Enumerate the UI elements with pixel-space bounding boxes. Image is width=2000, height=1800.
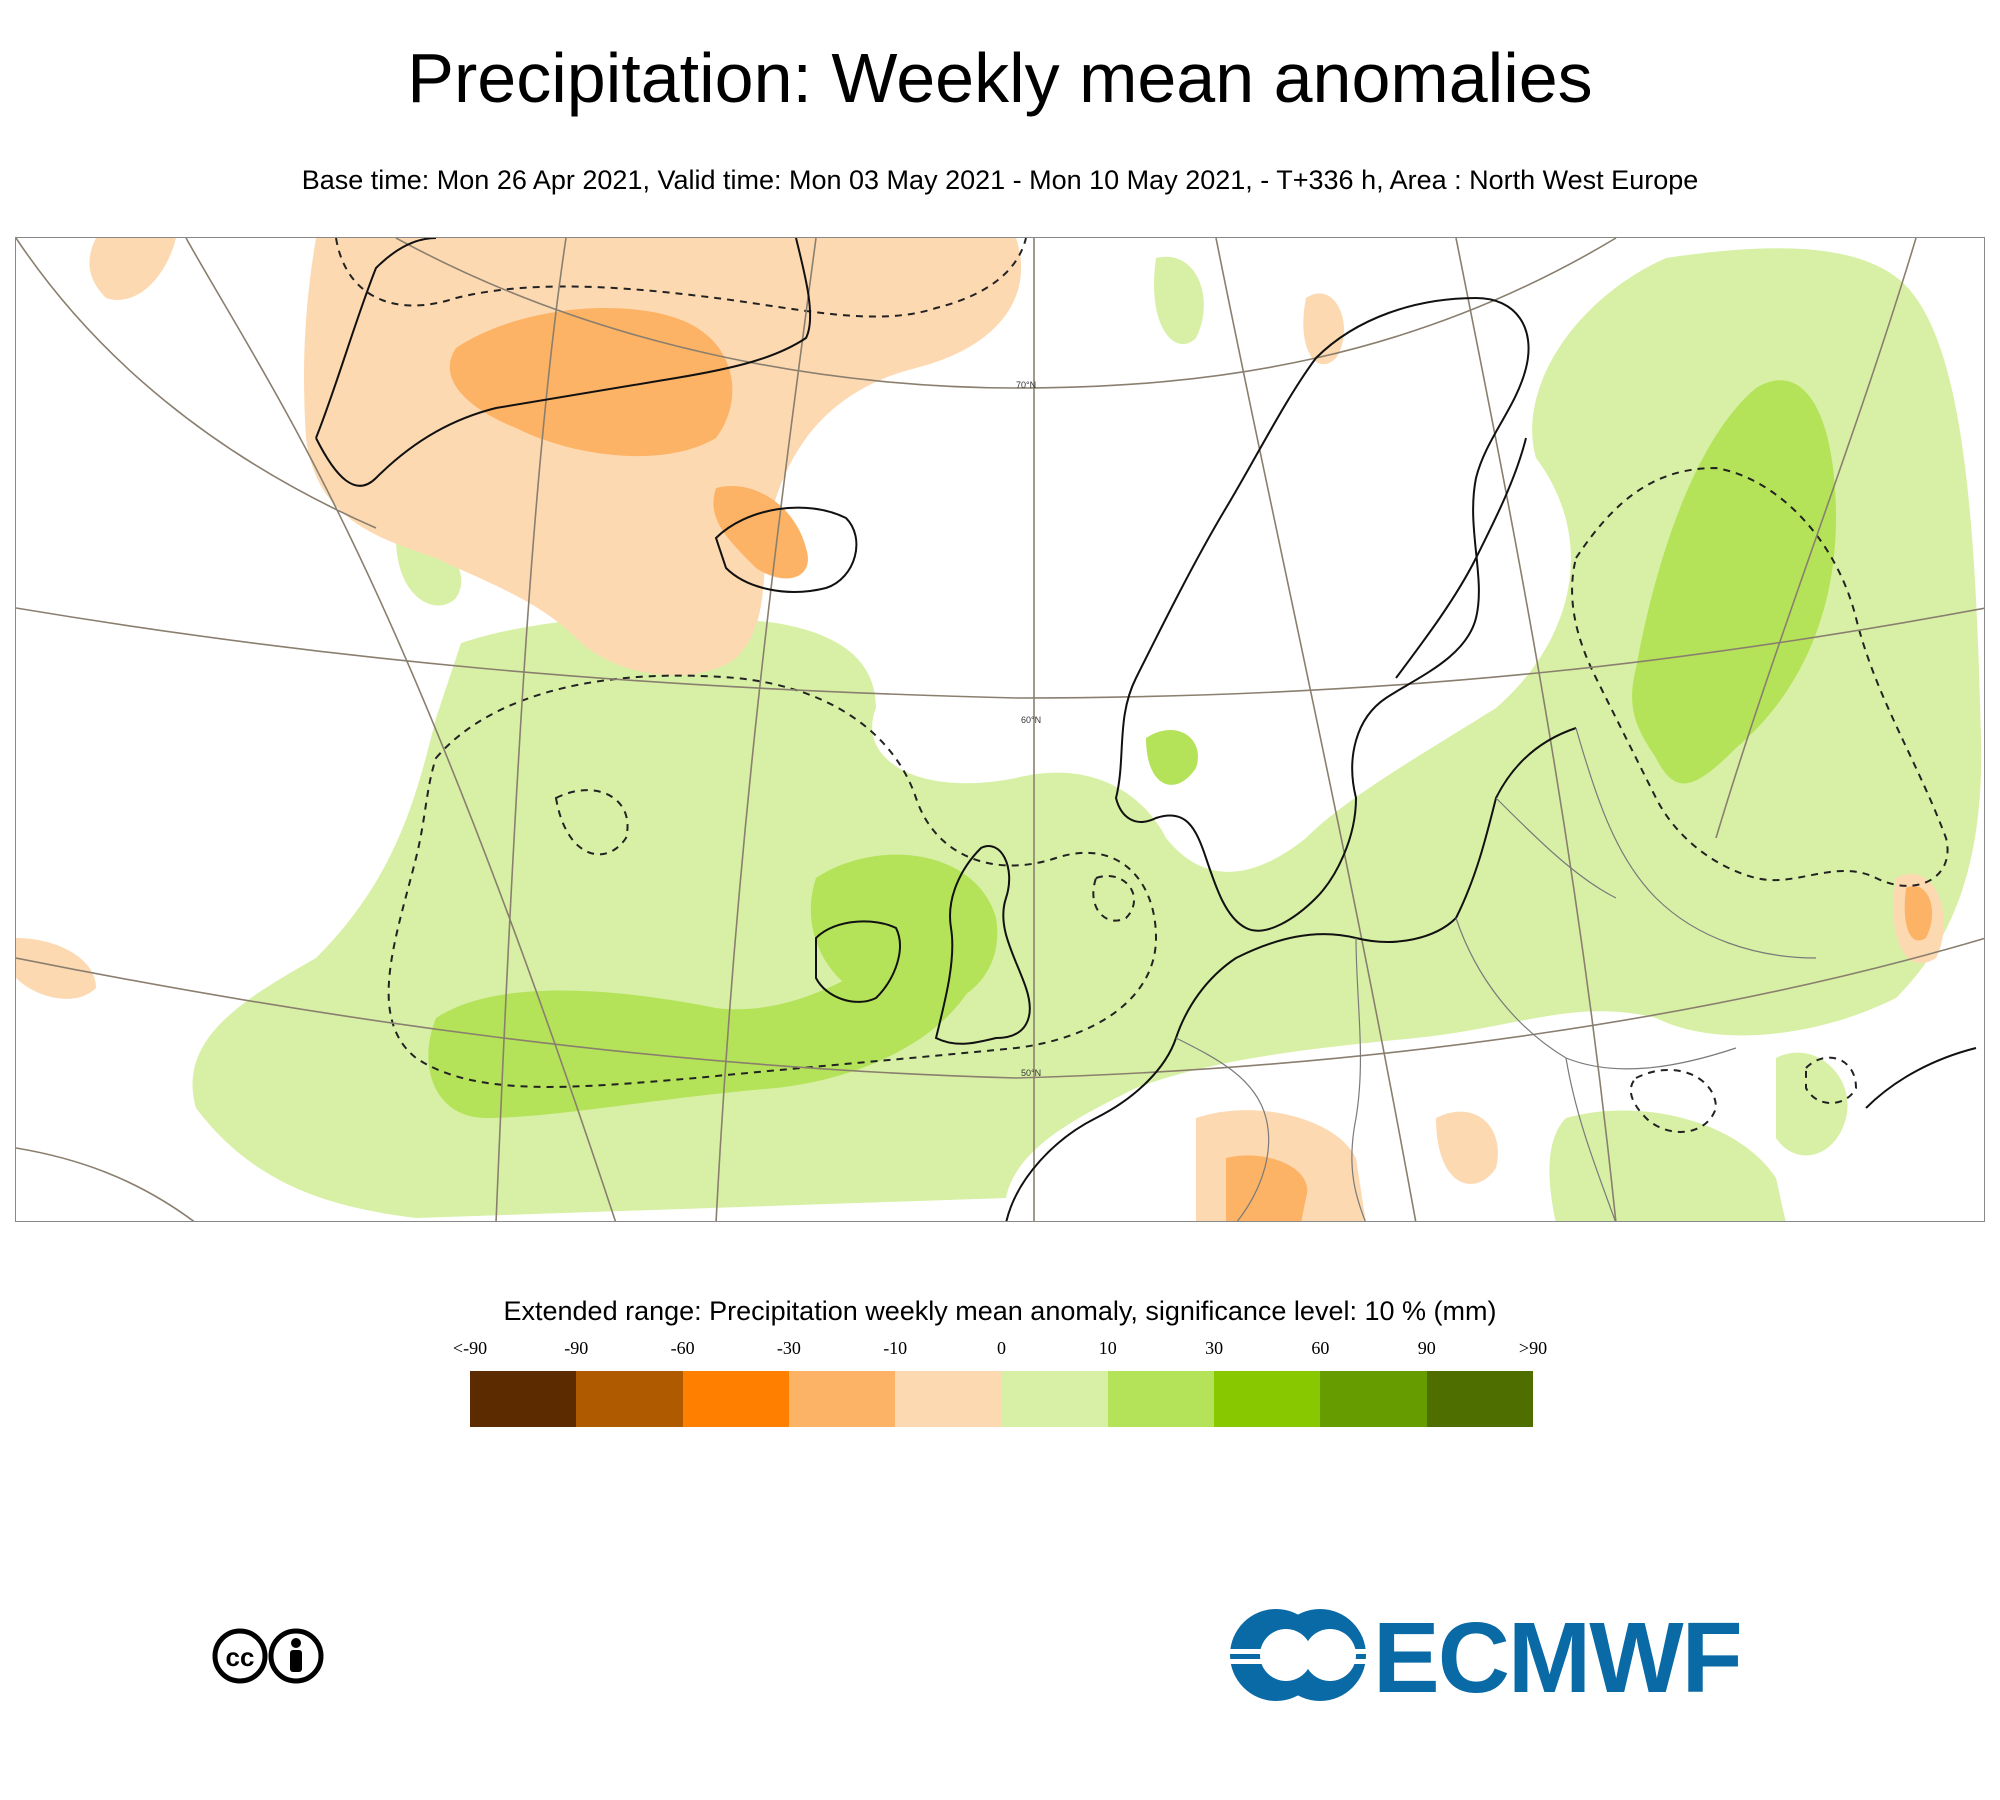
great-britain-coast: [934, 845, 1031, 1045]
latitude-label-70: 70°N: [1016, 380, 1036, 390]
graticule: [16, 238, 1984, 1221]
legend-swatch: [576, 1371, 683, 1427]
legend-tick-label: -30: [776, 1338, 801, 1358]
legend-swatch: [895, 1371, 1002, 1427]
continent-coast: [1005, 917, 1457, 1221]
legend-color-bar: [470, 1371, 1533, 1427]
legend-tick-label: -10: [883, 1338, 908, 1358]
ecmwf-logo-mark: [1228, 1609, 1368, 1701]
latitude-label-60: 60°N: [1021, 715, 1041, 725]
legend-tick-label: <-90: [452, 1338, 488, 1358]
finland-coast: [1395, 437, 1527, 679]
legend-swatch: [1320, 1371, 1427, 1427]
ecmwf-logo-text: ECMWF: [1373, 1602, 1743, 1714]
legend-swatch: [1214, 1371, 1321, 1427]
anomaly-map: 70°N 60°N 50°N: [15, 237, 1985, 1222]
map-subtitle: Base time: Mon 26 Apr 2021, Valid time: …: [301, 165, 1699, 195]
legend-title: Extended range: Precipitation weekly mea…: [503, 1296, 1497, 1326]
legend-swatch: [788, 1371, 896, 1427]
ecmwf-logo: ECMWF: [1228, 1602, 1788, 1714]
significance-contours: [335, 238, 1949, 1133]
ireland-coast: [815, 920, 901, 1003]
black-sea-coast: [1865, 1047, 1977, 1109]
legend-tick-label: 90: [1417, 1338, 1436, 1358]
legend-swatch: [1107, 1371, 1215, 1427]
legend-swatch: [682, 1371, 789, 1427]
legend-tick-label: -90: [564, 1338, 589, 1358]
legend-swatch: [1426, 1371, 1533, 1427]
legend-tick-label: 0: [997, 1338, 1006, 1358]
positive-anomaly-areas: [192, 248, 1982, 1221]
legend-swatch: [1001, 1371, 1108, 1427]
legend-tick-label: 30: [1205, 1338, 1224, 1358]
legend-tick-label: 60: [1311, 1338, 1330, 1358]
greenland-coast: [315, 238, 812, 487]
latitude-label-50: 50°N: [1021, 1068, 1041, 1078]
legend-swatch: [470, 1371, 577, 1427]
legend-tick-label: 10: [1098, 1338, 1117, 1358]
cc-by-icon: cc: [212, 1628, 324, 1684]
map-canvas: 70°N 60°N 50°N: [16, 238, 1984, 1221]
iceland-coast: [714, 506, 858, 593]
country-borders: [1175, 727, 1817, 1221]
svg-text:cc: cc: [226, 1642, 255, 1672]
map-title: Precipitation: Weekly mean anomalies: [407, 39, 1593, 117]
strong-negative-anomaly-areas: [449, 308, 1933, 1221]
legend-tick-label: >90: [1518, 1338, 1548, 1358]
legend-tick-labels: <-90 -90 -60 -30 -10 0 10 30 60 90 >90: [453, 1338, 1547, 1360]
legend-tick-label: -60: [670, 1338, 695, 1358]
scandinavia-coast: [1114, 296, 1530, 932]
